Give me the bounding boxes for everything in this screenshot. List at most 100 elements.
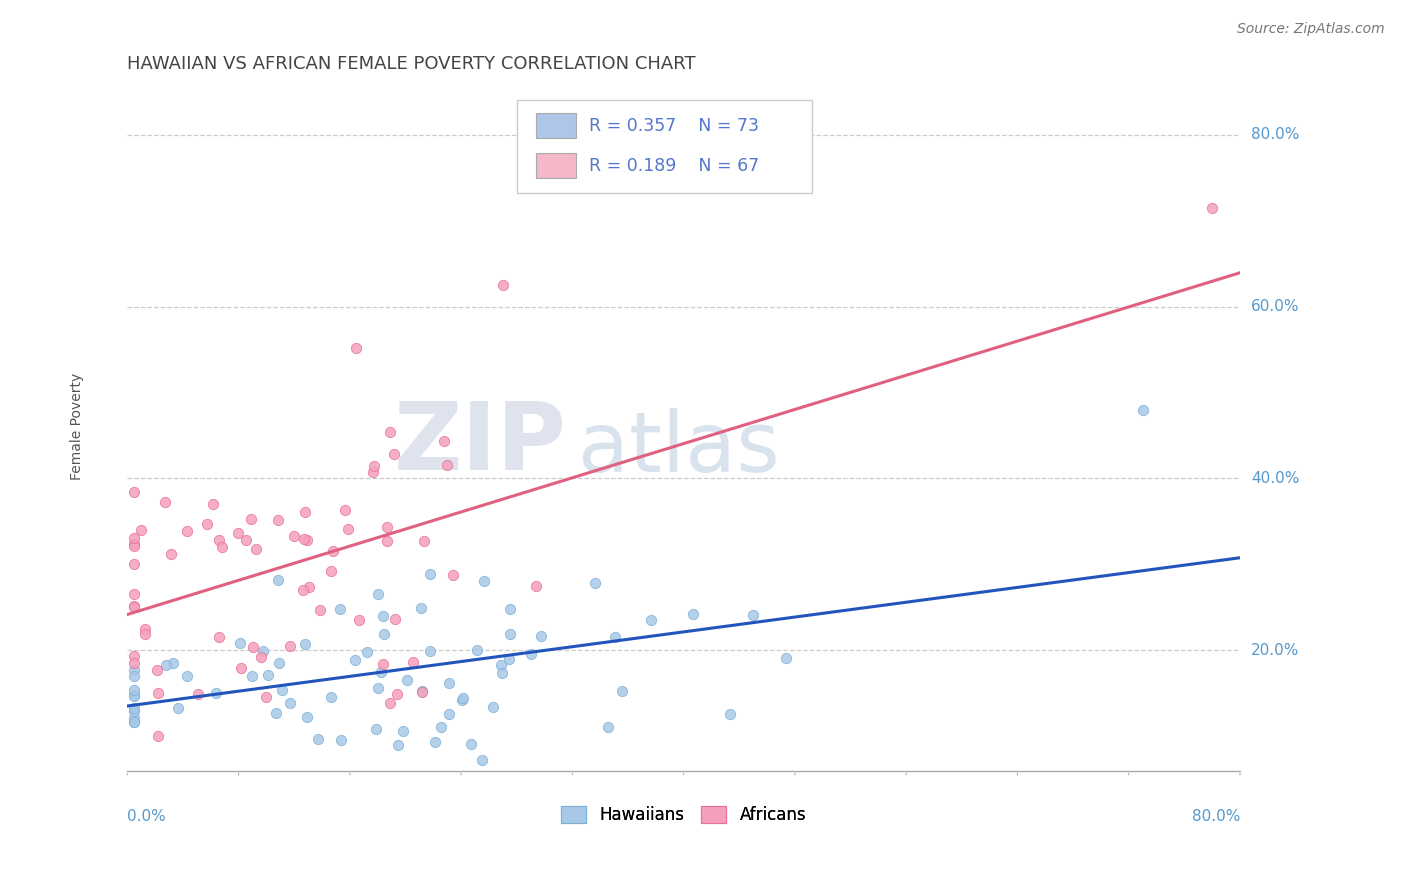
- Point: [498, 651, 520, 665]
- Point: [375, 534, 398, 549]
- Point: [257, 667, 280, 681]
- Point: [239, 511, 262, 525]
- Text: Source: ZipAtlas.com: Source: ZipAtlas.com: [1237, 22, 1385, 37]
- Point: [122, 715, 145, 730]
- Point: [240, 669, 263, 683]
- Point: [122, 683, 145, 698]
- Point: [329, 602, 352, 616]
- Point: [367, 587, 389, 601]
- Text: atlas: atlas: [578, 409, 780, 490]
- Text: 40.0%: 40.0%: [1251, 471, 1299, 486]
- Point: [229, 636, 252, 650]
- Point: [439, 676, 461, 690]
- Point: [419, 567, 441, 582]
- Point: [1201, 201, 1223, 215]
- Point: [208, 533, 231, 548]
- Point: [775, 650, 797, 665]
- Point: [292, 532, 315, 546]
- Point: [373, 627, 395, 641]
- Point: [160, 547, 183, 561]
- Point: [129, 523, 152, 537]
- Point: [382, 447, 405, 461]
- Point: [384, 612, 406, 626]
- Point: [451, 691, 474, 706]
- Point: [153, 495, 176, 509]
- Point: [441, 567, 464, 582]
- Point: [211, 541, 233, 555]
- Point: [250, 649, 273, 664]
- Point: [344, 341, 367, 355]
- Point: [370, 665, 392, 680]
- Point: [1132, 402, 1154, 417]
- Point: [122, 663, 145, 677]
- Point: [387, 738, 409, 752]
- Point: [308, 603, 330, 617]
- Text: HAWAIIAN VS AFRICAN FEMALE POVERTY CORRELATION CHART: HAWAIIAN VS AFRICAN FEMALE POVERTY CORRE…: [128, 55, 696, 73]
- Point: [439, 707, 461, 722]
- Point: [122, 587, 145, 601]
- Point: [335, 502, 357, 516]
- Point: [267, 656, 290, 670]
- Point: [425, 735, 447, 749]
- Text: 0.0%: 0.0%: [128, 808, 166, 823]
- Point: [530, 629, 553, 643]
- Point: [201, 497, 224, 511]
- Point: [391, 723, 413, 738]
- Point: [640, 613, 662, 627]
- Point: [472, 574, 495, 589]
- Point: [321, 690, 343, 705]
- Point: [371, 609, 394, 624]
- Point: [267, 573, 290, 587]
- Point: [122, 599, 145, 614]
- Point: [718, 706, 741, 721]
- Point: [122, 537, 145, 551]
- Point: [387, 687, 409, 701]
- Text: R = 0.357    N = 73: R = 0.357 N = 73: [589, 117, 759, 135]
- Text: 20.0%: 20.0%: [1251, 643, 1299, 658]
- Point: [271, 683, 294, 698]
- Point: [122, 711, 145, 725]
- Point: [364, 722, 387, 736]
- Point: [430, 720, 453, 734]
- Point: [122, 599, 145, 613]
- Point: [195, 516, 218, 531]
- Point: [492, 278, 515, 293]
- Point: [122, 557, 145, 571]
- Point: [242, 640, 264, 654]
- Point: [419, 644, 441, 658]
- Point: [122, 688, 145, 702]
- Point: [122, 704, 145, 718]
- Point: [208, 630, 231, 644]
- Point: [122, 657, 145, 671]
- Point: [499, 627, 522, 641]
- Point: [524, 579, 547, 593]
- Text: 80.0%: 80.0%: [1251, 127, 1299, 142]
- Point: [122, 531, 145, 545]
- Point: [499, 601, 522, 615]
- Point: [162, 656, 184, 670]
- Point: [205, 686, 228, 700]
- Point: [433, 434, 456, 449]
- Point: [491, 665, 513, 680]
- Point: [122, 539, 145, 553]
- Point: [363, 458, 385, 473]
- Point: [375, 519, 398, 533]
- Point: [605, 631, 627, 645]
- Point: [146, 664, 169, 678]
- Point: [378, 425, 401, 439]
- Point: [344, 653, 367, 667]
- Point: [596, 720, 619, 734]
- Point: [349, 613, 371, 627]
- Point: [167, 700, 190, 714]
- Point: [292, 583, 315, 598]
- Point: [245, 542, 267, 557]
- Point: [122, 689, 145, 703]
- Point: [411, 600, 433, 615]
- Point: [610, 684, 633, 698]
- Point: [122, 668, 145, 682]
- Point: [682, 607, 704, 622]
- Point: [460, 737, 482, 751]
- Point: [146, 729, 169, 743]
- FancyBboxPatch shape: [517, 100, 811, 193]
- Point: [322, 543, 344, 558]
